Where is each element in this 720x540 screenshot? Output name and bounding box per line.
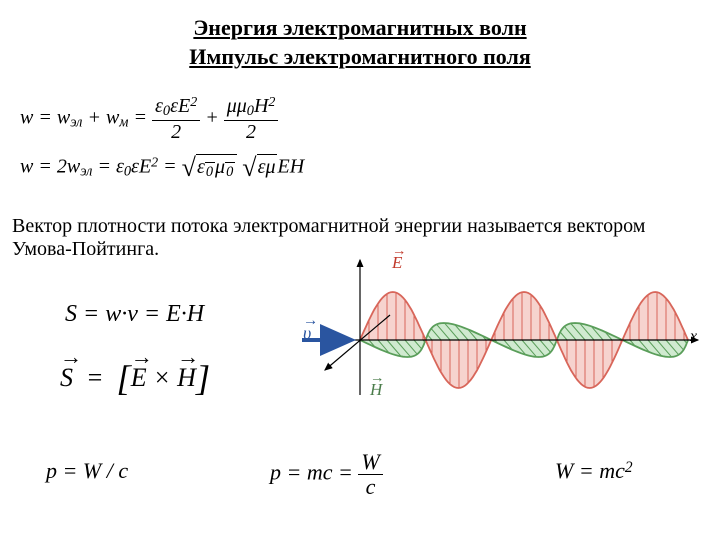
title-line-2: Импульс электромагнитного поля — [0, 43, 720, 72]
label-h-vector: →H — [370, 380, 382, 400]
equation-energy-density-2: w = 2wэл = ε0εE2 = ε0μ0 εμEH — [20, 155, 304, 181]
equation-energy-mass: W = mc2 — [555, 460, 633, 482]
label-x-axis: x — [690, 328, 697, 346]
page-title: Энергия электромагнитных волн Импульс эл… — [0, 0, 720, 71]
label-velocity: →υ — [303, 323, 311, 344]
title-line-1: Энергия электромагнитных волн — [0, 14, 720, 43]
em-wave-diagram — [300, 255, 700, 425]
equation-momentum-1: p = W / c — [46, 460, 128, 482]
label-e-vector: →E — [392, 253, 402, 273]
equation-poynting-vector: S = [E × H] — [60, 360, 210, 396]
equation-poynting-scalar: S = w·v = E·H — [65, 302, 204, 326]
equation-momentum-2: p = mc = Wc — [270, 450, 383, 499]
equation-energy-density: w = wэл + wм = ε0εE22 + μμ0H22 — [20, 95, 278, 143]
